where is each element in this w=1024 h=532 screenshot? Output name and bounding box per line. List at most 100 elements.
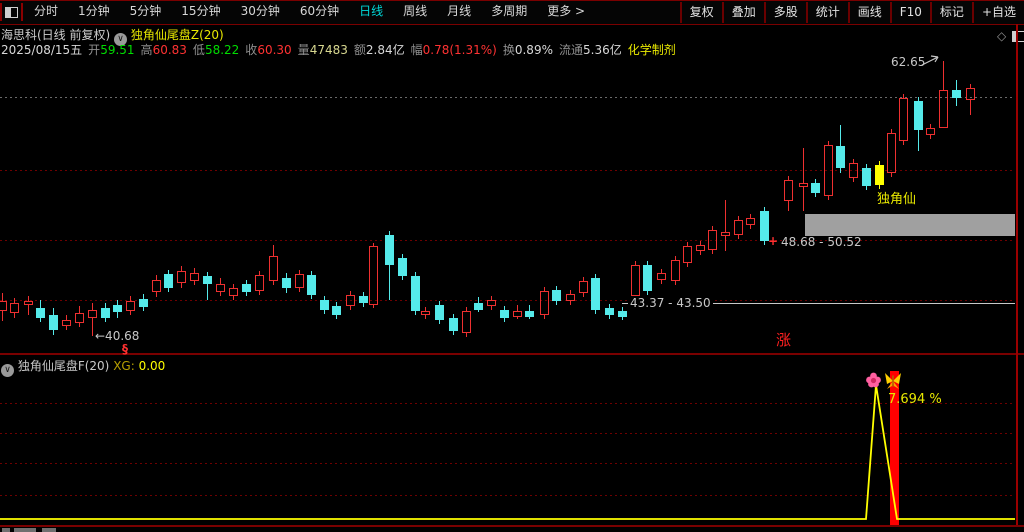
candle-down: [397, 258, 407, 276]
candle-up: [268, 256, 278, 281]
subchart-header: ∨ 独角仙尾盘F(20) XG: 0.00: [1, 357, 165, 377]
candle-wick: [661, 269, 662, 273]
candle-wick: [233, 296, 234, 300]
candle-wick: [181, 283, 182, 288]
quote-field: 额2.84亿: [353, 43, 405, 57]
period-tab[interactable]: 30分钟: [240, 4, 280, 18]
candle-up: [682, 246, 692, 263]
candle-wick: [491, 306, 492, 310]
right-toolbar: 复权 叠加 多股 统计 画线 F10 标记 +自选: [679, 1, 1024, 23]
box-range-label: 48.68 - 50.52: [781, 235, 862, 249]
candle-wick: [635, 261, 636, 265]
candle-wick: [517, 317, 518, 319]
candle-down: [861, 168, 871, 186]
candle-wick: [491, 296, 492, 300]
candle-wick: [661, 280, 662, 284]
period-tab[interactable]: 多周期: [491, 4, 528, 18]
quote-fields: 开59.51 高60.83 低58.22 收60.30 量47483 额2.84亿 幅0.7…: [88, 41, 622, 58]
toolbar-button[interactable]: 多股: [763, 1, 806, 23]
candle-wick: [28, 305, 29, 315]
candle-up: [420, 311, 430, 315]
toolbar-button[interactable]: F10: [889, 1, 930, 23]
candle-wick: [28, 296, 29, 301]
main-chart[interactable]: [0, 48, 1024, 353]
candle-wick: [725, 200, 726, 232]
candle-wick: [2, 311, 3, 321]
candle-up: [670, 260, 680, 281]
candle-wick: [891, 173, 892, 177]
candle-wick: [14, 313, 15, 318]
xg-value: 0.00: [138, 359, 166, 373]
split-window-icon[interactable]: [5, 7, 18, 18]
toolbar-button[interactable]: 统计: [805, 1, 848, 23]
collapse-chevron-icon[interactable]: ∨: [1, 364, 14, 377]
candle-wick: [712, 226, 713, 230]
gridline: [0, 433, 1015, 434]
candle-wick: [66, 326, 67, 330]
split-window-icon-right[interactable]: [1012, 31, 1024, 42]
period-tab[interactable]: 日线: [359, 4, 384, 18]
candle-down: [642, 265, 652, 291]
quote-field: 量47483: [297, 43, 348, 57]
toolbar-button[interactable]: 复权: [679, 1, 722, 23]
toolbar-separator: [0, 3, 2, 21]
period-tab[interactable]: 5分钟: [129, 4, 162, 18]
period-tab[interactable]: 60分钟: [299, 4, 340, 18]
period-tab[interactable]: 1分钟: [78, 4, 110, 18]
low-price-label: ←40.68: [95, 329, 140, 343]
candle-wick: [675, 256, 676, 260]
candle-wick: [750, 225, 751, 229]
candle-wick: [700, 251, 701, 255]
stock-title: 海思科(日线 前复权): [1, 28, 111, 42]
candle-up: [848, 163, 858, 178]
candle-wick: [970, 100, 971, 115]
toolbar-button[interactable]: +自选: [971, 1, 1024, 23]
candle-wick: [350, 291, 351, 295]
flower-icon: [866, 372, 881, 388]
candle-down: [913, 101, 923, 130]
candle-wick: [930, 124, 931, 128]
panel-divider: [0, 353, 1024, 355]
toolbar-button[interactable]: 画线: [847, 1, 890, 23]
candle-up: [368, 246, 378, 305]
candle-wick: [259, 271, 260, 275]
candle-wick: [788, 201, 789, 211]
candle-wick: [891, 129, 892, 133]
candle-wick: [425, 315, 426, 319]
toolbar-button[interactable]: 标记: [929, 1, 972, 23]
high-price-label: 62.65: [891, 55, 926, 69]
gridline: [0, 403, 1015, 404]
quote-info-row: 2025/08/15五 开59.51 高60.83 低58.22 收60.30 量474…: [1, 41, 676, 58]
quote-date: 2025/08/15五: [1, 43, 83, 57]
period-tab[interactable]: 月线: [447, 4, 472, 18]
candle-up: [345, 295, 355, 306]
candle-wick: [544, 287, 545, 291]
candle-wick: [466, 333, 467, 337]
diamond-icon[interactable]: ◇: [997, 29, 1007, 43]
period-tab[interactable]: 分时: [34, 4, 59, 18]
candle-wick: [425, 307, 426, 311]
gridline: [0, 170, 1015, 171]
period-tab[interactable]: 更多 >: [547, 4, 586, 18]
candle-down: [590, 278, 600, 310]
candle-wick: [675, 281, 676, 285]
candle-wick: [700, 241, 701, 245]
candle-up: [630, 265, 640, 296]
candle-wick: [583, 277, 584, 281]
collapse-chevron-icon[interactable]: ∨: [114, 33, 128, 46]
candle-wick: [853, 178, 854, 182]
gridline: [0, 495, 1015, 496]
candle-down: [319, 300, 329, 310]
gridline: [0, 463, 1015, 464]
candle-wick: [466, 307, 467, 311]
candle-up: [539, 291, 549, 315]
candle-up: [938, 90, 948, 128]
gap-line: [622, 303, 1015, 304]
candle-up: [720, 232, 730, 236]
toolbar-button[interactable]: 叠加: [721, 1, 764, 23]
candle-up: [23, 301, 33, 305]
candle-wick: [544, 315, 545, 319]
period-tab[interactable]: 周线: [403, 4, 428, 18]
box-range-marker: +: [768, 234, 779, 248]
period-tab[interactable]: 15分钟: [181, 4, 221, 18]
